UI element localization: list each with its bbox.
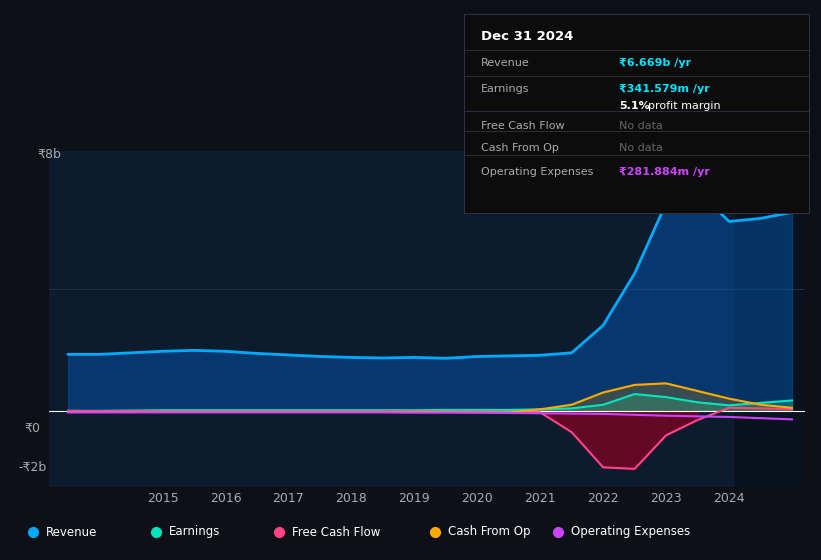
Text: Free Cash Flow: Free Cash Flow bbox=[292, 525, 381, 539]
Text: Cash From Op: Cash From Op bbox=[448, 525, 530, 539]
Bar bbox=[736, 151, 805, 487]
Text: ₹0: ₹0 bbox=[25, 422, 40, 435]
Text: Operating Expenses: Operating Expenses bbox=[481, 167, 594, 177]
Text: profit margin: profit margin bbox=[649, 101, 721, 111]
Text: Free Cash Flow: Free Cash Flow bbox=[481, 122, 565, 132]
Text: No data: No data bbox=[619, 122, 663, 132]
Text: Operating Expenses: Operating Expenses bbox=[571, 525, 690, 539]
Text: 5.1%: 5.1% bbox=[619, 101, 649, 111]
Text: Revenue: Revenue bbox=[46, 525, 98, 539]
Text: Dec 31 2024: Dec 31 2024 bbox=[481, 30, 574, 43]
Text: Earnings: Earnings bbox=[481, 83, 530, 94]
Text: Earnings: Earnings bbox=[169, 525, 221, 539]
Text: ₹6.669b /yr: ₹6.669b /yr bbox=[619, 58, 691, 68]
Text: No data: No data bbox=[619, 143, 663, 153]
Text: Revenue: Revenue bbox=[481, 58, 530, 68]
Text: ₹8b: ₹8b bbox=[37, 147, 61, 161]
Text: Cash From Op: Cash From Op bbox=[481, 143, 559, 153]
Text: -₹2b: -₹2b bbox=[18, 461, 46, 474]
Text: ₹281.884m /yr: ₹281.884m /yr bbox=[619, 167, 710, 177]
Text: ₹341.579m /yr: ₹341.579m /yr bbox=[619, 83, 710, 94]
